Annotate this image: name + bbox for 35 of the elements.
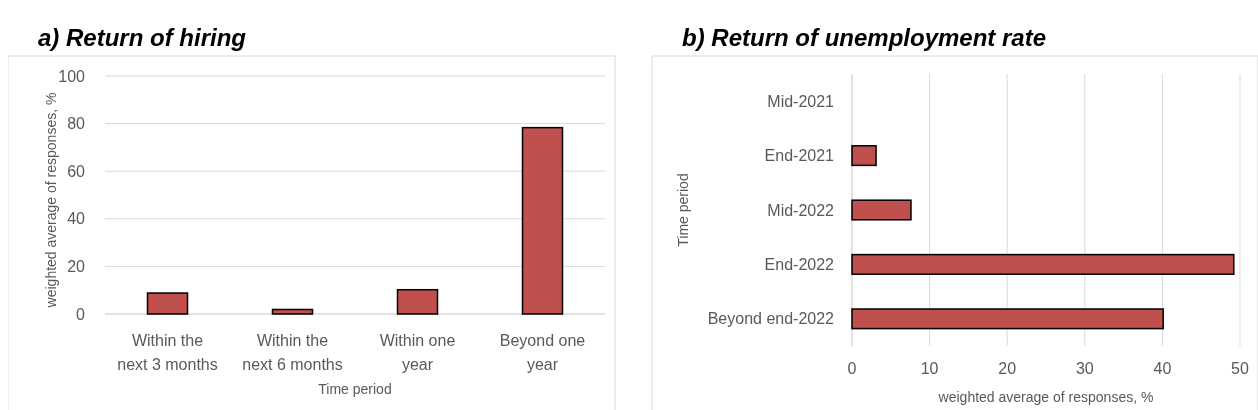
x-tick-label: 20 [998, 360, 1017, 377]
y-tick-label: 60 [67, 162, 86, 180]
y-tick-label: 80 [67, 115, 86, 133]
y-tick-label: Mid-2021 [767, 92, 835, 110]
bar [271, 308, 314, 315]
bar [851, 308, 1164, 330]
y-axis-title: weighted average of responses, % [43, 92, 59, 309]
x-tick-label: 50 [1231, 360, 1249, 377]
bar [851, 199, 912, 221]
x-tick-label: 40 [1153, 360, 1172, 377]
x-tick-label: Within the next 6 months [242, 332, 343, 373]
chart-title: a) Return of hiring [38, 24, 247, 51]
bar [851, 253, 1235, 275]
bar [146, 292, 189, 315]
bar [396, 288, 439, 315]
bar [521, 126, 564, 315]
y-axis-title: Time period [675, 173, 691, 247]
y-tick-label: End-2022 [764, 256, 835, 273]
x-tick-label: 10 [920, 360, 939, 377]
x-axis-title: weighted average of responses, % [937, 389, 1154, 405]
x-tick-label: 30 [1075, 360, 1094, 377]
x-tick-label: Within the next 3 months [117, 332, 218, 373]
y-tick-label: 0 [76, 305, 86, 323]
x-tick-label: Beyond one year [499, 332, 586, 373]
x-tick-label: 0 [847, 360, 857, 377]
y-tick-label: 40 [67, 210, 86, 228]
bar [851, 145, 877, 167]
y-tick-label: 100 [58, 67, 86, 85]
y-tick-label: Beyond end-2022 [707, 310, 835, 328]
chart-title: b) Return of unemployment rate [682, 24, 1047, 51]
y-tick-label: End-2021 [764, 147, 835, 165]
x-tick-label: Within one year [379, 332, 456, 373]
y-tick-label: 20 [67, 258, 86, 275]
x-axis-title: Time period [318, 381, 392, 397]
y-tick-label: Mid-2022 [767, 201, 835, 219]
